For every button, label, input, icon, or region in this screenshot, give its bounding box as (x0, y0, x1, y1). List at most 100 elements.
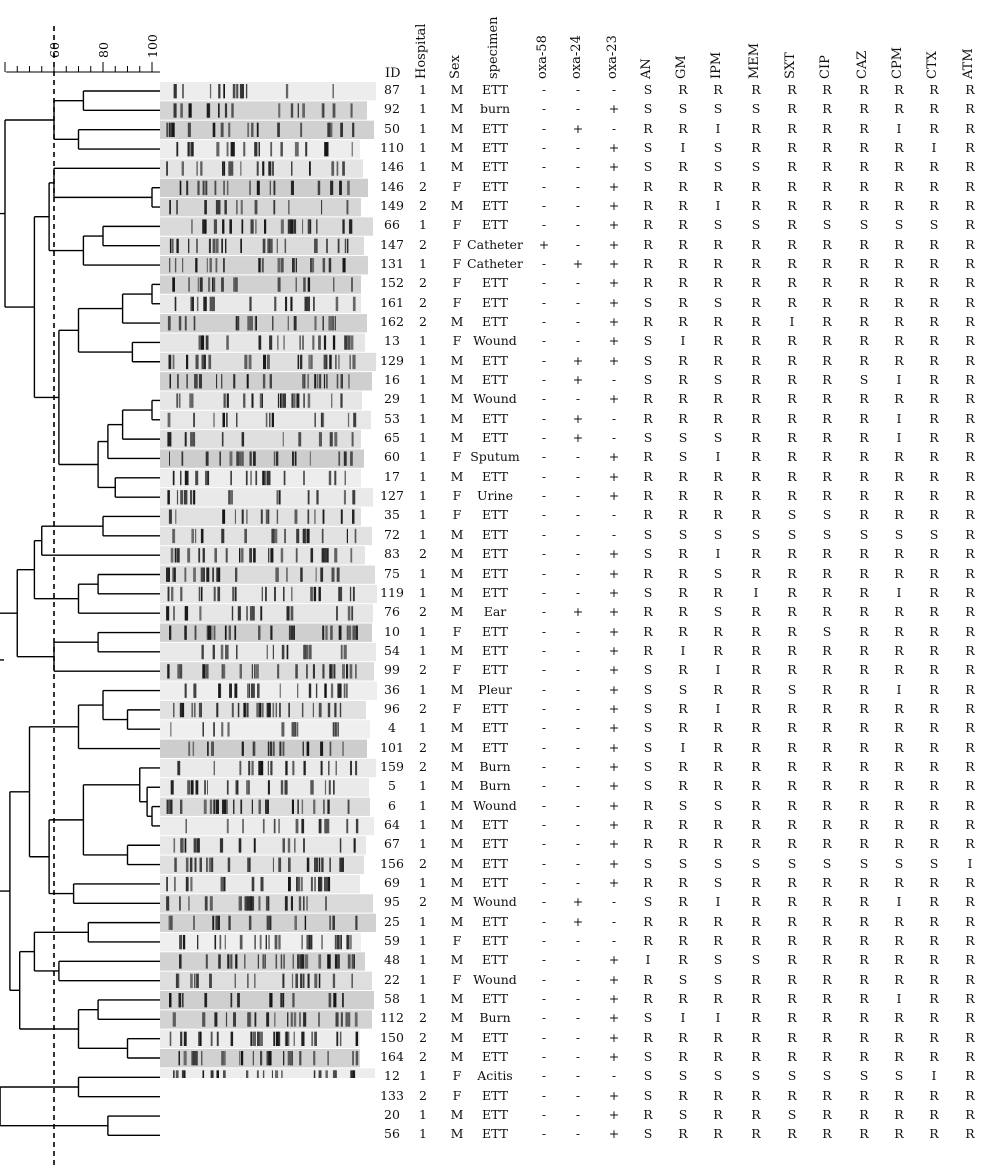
cell-id: 36 (384, 681, 400, 697)
cell-cpm: S (894, 217, 904, 233)
gel-band (295, 818, 299, 834)
cell-sex: M (450, 758, 464, 774)
cell-specimen: Wound (473, 333, 517, 349)
cell-oxa23: + (608, 1107, 620, 1123)
cell-oxa23: + (608, 236, 620, 252)
gel-band (306, 896, 308, 911)
cell-gm: R (678, 178, 688, 194)
gel-band (297, 876, 301, 892)
gel-band (190, 393, 194, 408)
gel-band (227, 954, 230, 969)
gel-band (212, 238, 216, 254)
gel-band (214, 180, 217, 196)
cell-hospital: 2 (419, 1029, 427, 1045)
gel-band (266, 1012, 270, 1027)
gel-band (351, 142, 353, 157)
gel-band (223, 1051, 226, 1066)
cell-hospital: 1 (419, 352, 427, 368)
gel-band (324, 780, 327, 795)
gel-band (251, 799, 253, 814)
cell-oxa23: + (608, 1010, 620, 1026)
gel-band (285, 84, 289, 99)
gel-band (290, 1051, 293, 1066)
cell-mem: R (751, 372, 761, 388)
cell-hospital: 1 (419, 82, 427, 97)
gel-band (345, 1012, 348, 1027)
gel-band (169, 451, 170, 466)
cell-cpm: R (894, 758, 904, 774)
gel-band (220, 876, 223, 892)
cell-hospital: 2 (419, 294, 427, 310)
cell-oxa24: - (575, 1068, 581, 1084)
cell-sxt: R (787, 1126, 797, 1142)
gel-band (326, 374, 328, 389)
gel-band (169, 258, 171, 273)
gel-band (230, 954, 233, 969)
gel-band (241, 451, 244, 466)
gel-band (347, 180, 350, 196)
gel-band (215, 799, 219, 814)
cell-cip: R (822, 236, 832, 252)
gel-band (328, 316, 332, 331)
gel-band (183, 490, 186, 505)
cell-ctx: R (929, 410, 939, 426)
cell-sex: F (452, 662, 462, 678)
cell-sex: M (450, 584, 464, 600)
gel-band (184, 567, 187, 582)
gel-band (346, 664, 349, 679)
gel-band (208, 238, 211, 254)
gel-band (247, 857, 250, 872)
cell-oxa58: - (541, 720, 547, 736)
gel-band (173, 103, 177, 118)
cell-cpm: I (896, 681, 902, 697)
gel-band (285, 760, 288, 776)
cell-ctx: R (929, 372, 939, 388)
cell-gm: I (680, 1010, 686, 1026)
gel-band (246, 702, 249, 718)
gel-band (204, 200, 207, 215)
cell-sxt: S (787, 507, 797, 523)
cell-sex: M (450, 816, 464, 832)
cell-id: 60 (384, 449, 400, 465)
cell-specimen: ETT (481, 932, 509, 948)
cell-atm: R (965, 198, 975, 214)
cell-cpm: R (894, 700, 904, 716)
gel-band (275, 451, 279, 466)
gel-band (250, 316, 253, 331)
gel-band (222, 528, 225, 544)
header-gm: GM (674, 55, 689, 79)
cell-hospital: 2 (419, 739, 427, 755)
gel-band (193, 490, 196, 505)
cell-gm: R (678, 236, 688, 252)
cell-oxa23: + (608, 140, 620, 156)
gel-band (209, 258, 212, 273)
gel-band (287, 219, 291, 234)
gel-band (182, 258, 184, 273)
gel-band (204, 992, 208, 1008)
cell-cpm: R (894, 236, 904, 252)
cell-gm: I (680, 333, 686, 349)
gel-band (178, 992, 182, 1008)
gel-band (257, 683, 260, 698)
cell-gm: R (678, 410, 688, 426)
cell-caz: R (859, 932, 869, 948)
cell-gm: R (678, 584, 688, 600)
cell-oxa24: - (575, 1107, 581, 1123)
gel-lane (160, 449, 364, 468)
gel-band (212, 567, 214, 582)
cell-id: 29 (384, 391, 400, 407)
gel-band (346, 238, 349, 254)
cell-gm: R (678, 952, 688, 968)
cell-cpm: R (894, 546, 904, 562)
cell-oxa58: - (541, 894, 547, 910)
gel-band (295, 258, 297, 273)
gel-band (214, 548, 217, 563)
gel-band (331, 567, 335, 582)
gel-band (179, 393, 181, 408)
cell-caz: R (859, 1010, 869, 1026)
cell-sex: M (450, 1010, 464, 1026)
cell-an: S (643, 662, 653, 678)
cell-hospital: 2 (419, 198, 427, 214)
gel-band (353, 838, 356, 853)
cell-gm: I (680, 140, 686, 156)
